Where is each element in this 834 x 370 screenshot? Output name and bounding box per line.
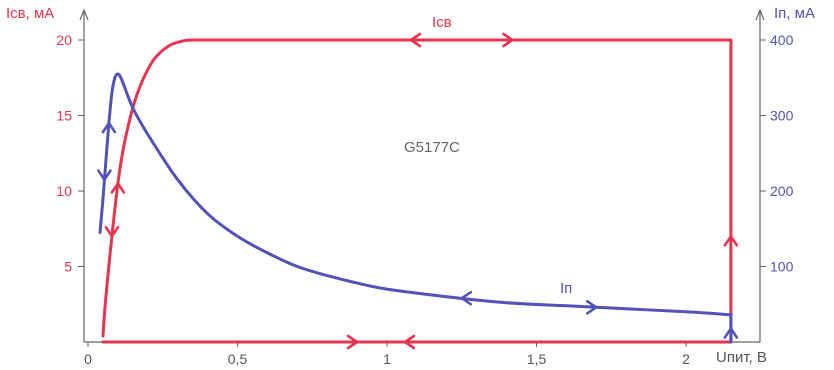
x-tick-label: 1 — [383, 351, 391, 367]
y-left-axis-label: Iсв, мА — [6, 5, 54, 22]
series-line-ip — [98, 72, 733, 344]
axes-layer: 5 10 15 20 100 200 300 400 0 0,5 1 1,5 2 — [56, 8, 794, 367]
text-layer: Iсв, мА Iп, мА Uпит, В G5177C Iсв Iп — [6, 5, 815, 366]
direction-arrow — [586, 299, 598, 315]
direction-arrow — [346, 334, 359, 350]
direction-arrow — [409, 32, 422, 48]
direction-arrow — [502, 32, 514, 48]
y-left-tick-label: 15 — [56, 108, 72, 124]
x-tick-label: 0,5 — [228, 351, 248, 367]
y-right-tick-label: 400 — [770, 32, 794, 48]
y-right-axis-label: Iп, мА — [774, 5, 815, 22]
y-right-axis-arrowhead — [755, 8, 765, 21]
direction-arrow — [101, 121, 117, 134]
direction-arrow — [460, 290, 473, 306]
series-label-ip: Iп — [560, 280, 572, 297]
x-tick-label: 1,5 — [527, 351, 547, 367]
y-left-axis-arrowhead — [79, 8, 89, 21]
chart-annotation: G5177C — [404, 139, 460, 156]
direction-arrow — [97, 169, 112, 181]
direction-arrow — [723, 327, 739, 339]
y-left-tick-label: 10 — [56, 183, 72, 199]
y-right-tick-label: 300 — [770, 108, 794, 124]
direction-arrow — [403, 334, 416, 350]
series-line-isv — [101, 38, 733, 344]
direction-arrow — [723, 235, 739, 247]
x-axis-label: Uпит, В — [716, 349, 767, 366]
direction-arrow — [104, 226, 120, 238]
series-layer — [98, 38, 733, 344]
direction-arrow — [110, 182, 126, 194]
y-right-tick-label: 100 — [770, 259, 794, 275]
x-tick-label: 0 — [84, 351, 92, 367]
series-label-isv: Iсв — [432, 14, 452, 31]
y-right-tick-label: 200 — [770, 183, 794, 199]
arrow-layer — [97, 32, 739, 350]
y-left-tick-label: 5 — [64, 259, 72, 275]
x-tick-label: 2 — [682, 351, 690, 367]
y-left-tick-label: 20 — [56, 32, 72, 48]
